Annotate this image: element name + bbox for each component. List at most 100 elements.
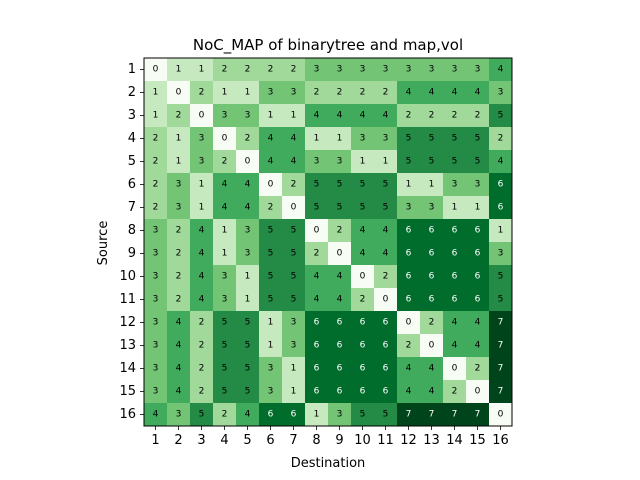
heatmap-cell [374, 334, 398, 358]
heatmap-cell [236, 127, 260, 151]
heatmap-cell [282, 265, 306, 289]
chart-title: NoC_MAP of binarytree and map,vol [193, 36, 463, 55]
heatmap-cell [466, 196, 490, 220]
heatmap-cell-value: 4 [383, 249, 389, 259]
heatmap-cell [236, 357, 260, 381]
heatmap-cell-value: 3 [245, 226, 251, 236]
heatmap-cell [420, 288, 444, 312]
heatmap-cell [144, 150, 168, 174]
heatmap-cell-value: 0 [268, 180, 274, 190]
heatmap-cell-value: 6 [383, 364, 389, 374]
heatmap-cell-value: 1 [360, 157, 366, 167]
heatmap-cell-value: 2 [475, 364, 481, 374]
heatmap-cell [374, 403, 398, 427]
heatmap-cell [167, 288, 191, 312]
heatmap-cell [190, 104, 214, 128]
heatmap-cell-value: 0 [360, 272, 366, 282]
heatmap-cell-value: 0 [429, 341, 435, 351]
heatmap-cell-value: 1 [222, 249, 228, 259]
heatmap-cell [328, 104, 352, 128]
heatmap-cell-value: 1 [176, 65, 182, 75]
heatmap-cell [443, 58, 467, 82]
heatmap-cell [374, 242, 398, 266]
heatmap-cell-value: 6 [475, 249, 481, 259]
heatmap-cell-value: 4 [360, 226, 366, 236]
heatmap-cell [144, 242, 168, 266]
heatmap-cell-value: 2 [406, 341, 412, 351]
heatmap-cell-value: 5 [337, 180, 343, 190]
heatmap-cell [466, 104, 490, 128]
heatmap-cell [351, 81, 375, 105]
heatmap-cell [374, 173, 398, 197]
heatmap-cell-value: 5 [406, 157, 412, 167]
heatmap-cell [213, 58, 237, 82]
heatmap-cell-value: 4 [406, 364, 412, 374]
heatmap-cell-value: 3 [153, 226, 159, 236]
heatmap-cell-value: 2 [199, 88, 205, 98]
heatmap-cell-value: 6 [314, 364, 320, 374]
heatmap-cell [328, 150, 352, 174]
y-tick-label: 8 [128, 223, 136, 238]
heatmap-cell-value: 5 [452, 134, 458, 144]
heatmap-cell-value: 4 [291, 134, 297, 144]
heatmap-cell [259, 58, 283, 82]
heatmap-cell-value: 2 [360, 295, 366, 305]
heatmap-cell [328, 311, 352, 335]
heatmap-cell-value: 0 [452, 364, 458, 374]
heatmap-cell-value: 3 [475, 180, 481, 190]
heatmap-cell-value: 0 [245, 157, 251, 167]
heatmap-cell [305, 403, 329, 427]
heatmap-cell-value: 6 [452, 272, 458, 282]
heatmap-cell [420, 357, 444, 381]
plot-frame [143, 57, 513, 427]
heatmap-cell [351, 242, 375, 266]
heatmap-cell [282, 288, 306, 312]
heatmap-cell [213, 81, 237, 105]
heatmap-cell-value: 5 [406, 134, 412, 144]
heatmap-cell-value: 7 [498, 341, 504, 351]
heatmap-cell [190, 127, 214, 151]
heatmap-cell [397, 380, 421, 404]
heatmap-cell-value: 5 [245, 387, 251, 397]
heatmap-cell-value: 1 [199, 180, 205, 190]
heatmap-cell [305, 334, 329, 358]
heatmap-cell [190, 242, 214, 266]
heatmap-cell-value: 2 [314, 249, 320, 259]
heatmap-cell [167, 173, 191, 197]
heatmap-cell-value: 2 [498, 134, 504, 144]
heatmap-cell [374, 58, 398, 82]
heatmap-cell [443, 81, 467, 105]
heatmap-cell-value: 3 [199, 157, 205, 167]
heatmap-cell-value: 4 [291, 157, 297, 167]
heatmap-cell [190, 265, 214, 289]
heatmap-cell [489, 334, 513, 358]
heatmap-cell-value: 4 [452, 88, 458, 98]
heatmap-cell [351, 288, 375, 312]
heatmap-cell-value: 5 [429, 134, 435, 144]
heatmap-cell [190, 403, 214, 427]
heatmap-cell-value: 3 [222, 295, 228, 305]
heatmap-cell-value: 0 [176, 88, 182, 98]
heatmap-cell [351, 357, 375, 381]
heatmap-cell [374, 219, 398, 243]
heatmap-cell [167, 265, 191, 289]
heatmap-cell [420, 150, 444, 174]
heatmap-cell [351, 380, 375, 404]
heatmap-cell [328, 357, 352, 381]
y-tick-label: 12 [119, 315, 136, 330]
heatmap-cell-value: 4 [475, 318, 481, 328]
heatmap-cell [489, 58, 513, 82]
heatmap-cell-value: 2 [199, 318, 205, 328]
heatmap-cell [213, 219, 237, 243]
heatmap-cell-value: 6 [406, 272, 412, 282]
heatmap-cell-value: 1 [498, 226, 504, 236]
heatmap-cell [305, 173, 329, 197]
heatmap-cell [167, 104, 191, 128]
heatmap-cell-value: 6 [429, 295, 435, 305]
heatmap-cell-value: 1 [268, 318, 274, 328]
y-tick-label: 6 [128, 177, 136, 192]
heatmap-cell-value: 1 [475, 203, 481, 213]
heatmap-cell-value: 1 [452, 203, 458, 213]
heatmap-cell [282, 311, 306, 335]
heatmap-cell-value: 2 [268, 65, 274, 75]
